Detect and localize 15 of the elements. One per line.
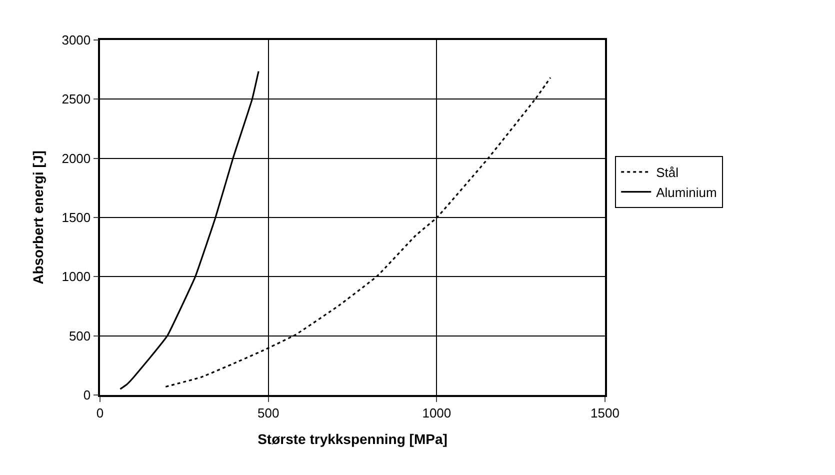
y-tick-label: 1500 bbox=[62, 210, 91, 226]
x-tick-label: 1000 bbox=[422, 405, 452, 420]
y-tick-label: 1000 bbox=[62, 269, 91, 284]
x-tick-label: 500 bbox=[257, 405, 280, 420]
x-tick-label: 1500 bbox=[590, 405, 620, 420]
y-tick-label: 3000 bbox=[62, 32, 91, 48]
y-tick-label: 500 bbox=[68, 328, 91, 344]
legend-label: Stål bbox=[656, 165, 679, 180]
x-tick-label: 0 bbox=[96, 405, 104, 420]
y-axis-title: Absorbert energi [J] bbox=[30, 150, 46, 284]
x-axis-title: Største trykkspenning [MPa] bbox=[258, 431, 448, 448]
legend-label: Aluminium bbox=[656, 184, 717, 200]
y-tick-label: 0 bbox=[83, 388, 91, 403]
y-tick-label: 2000 bbox=[62, 150, 91, 166]
y-tick-label: 2500 bbox=[62, 92, 91, 107]
